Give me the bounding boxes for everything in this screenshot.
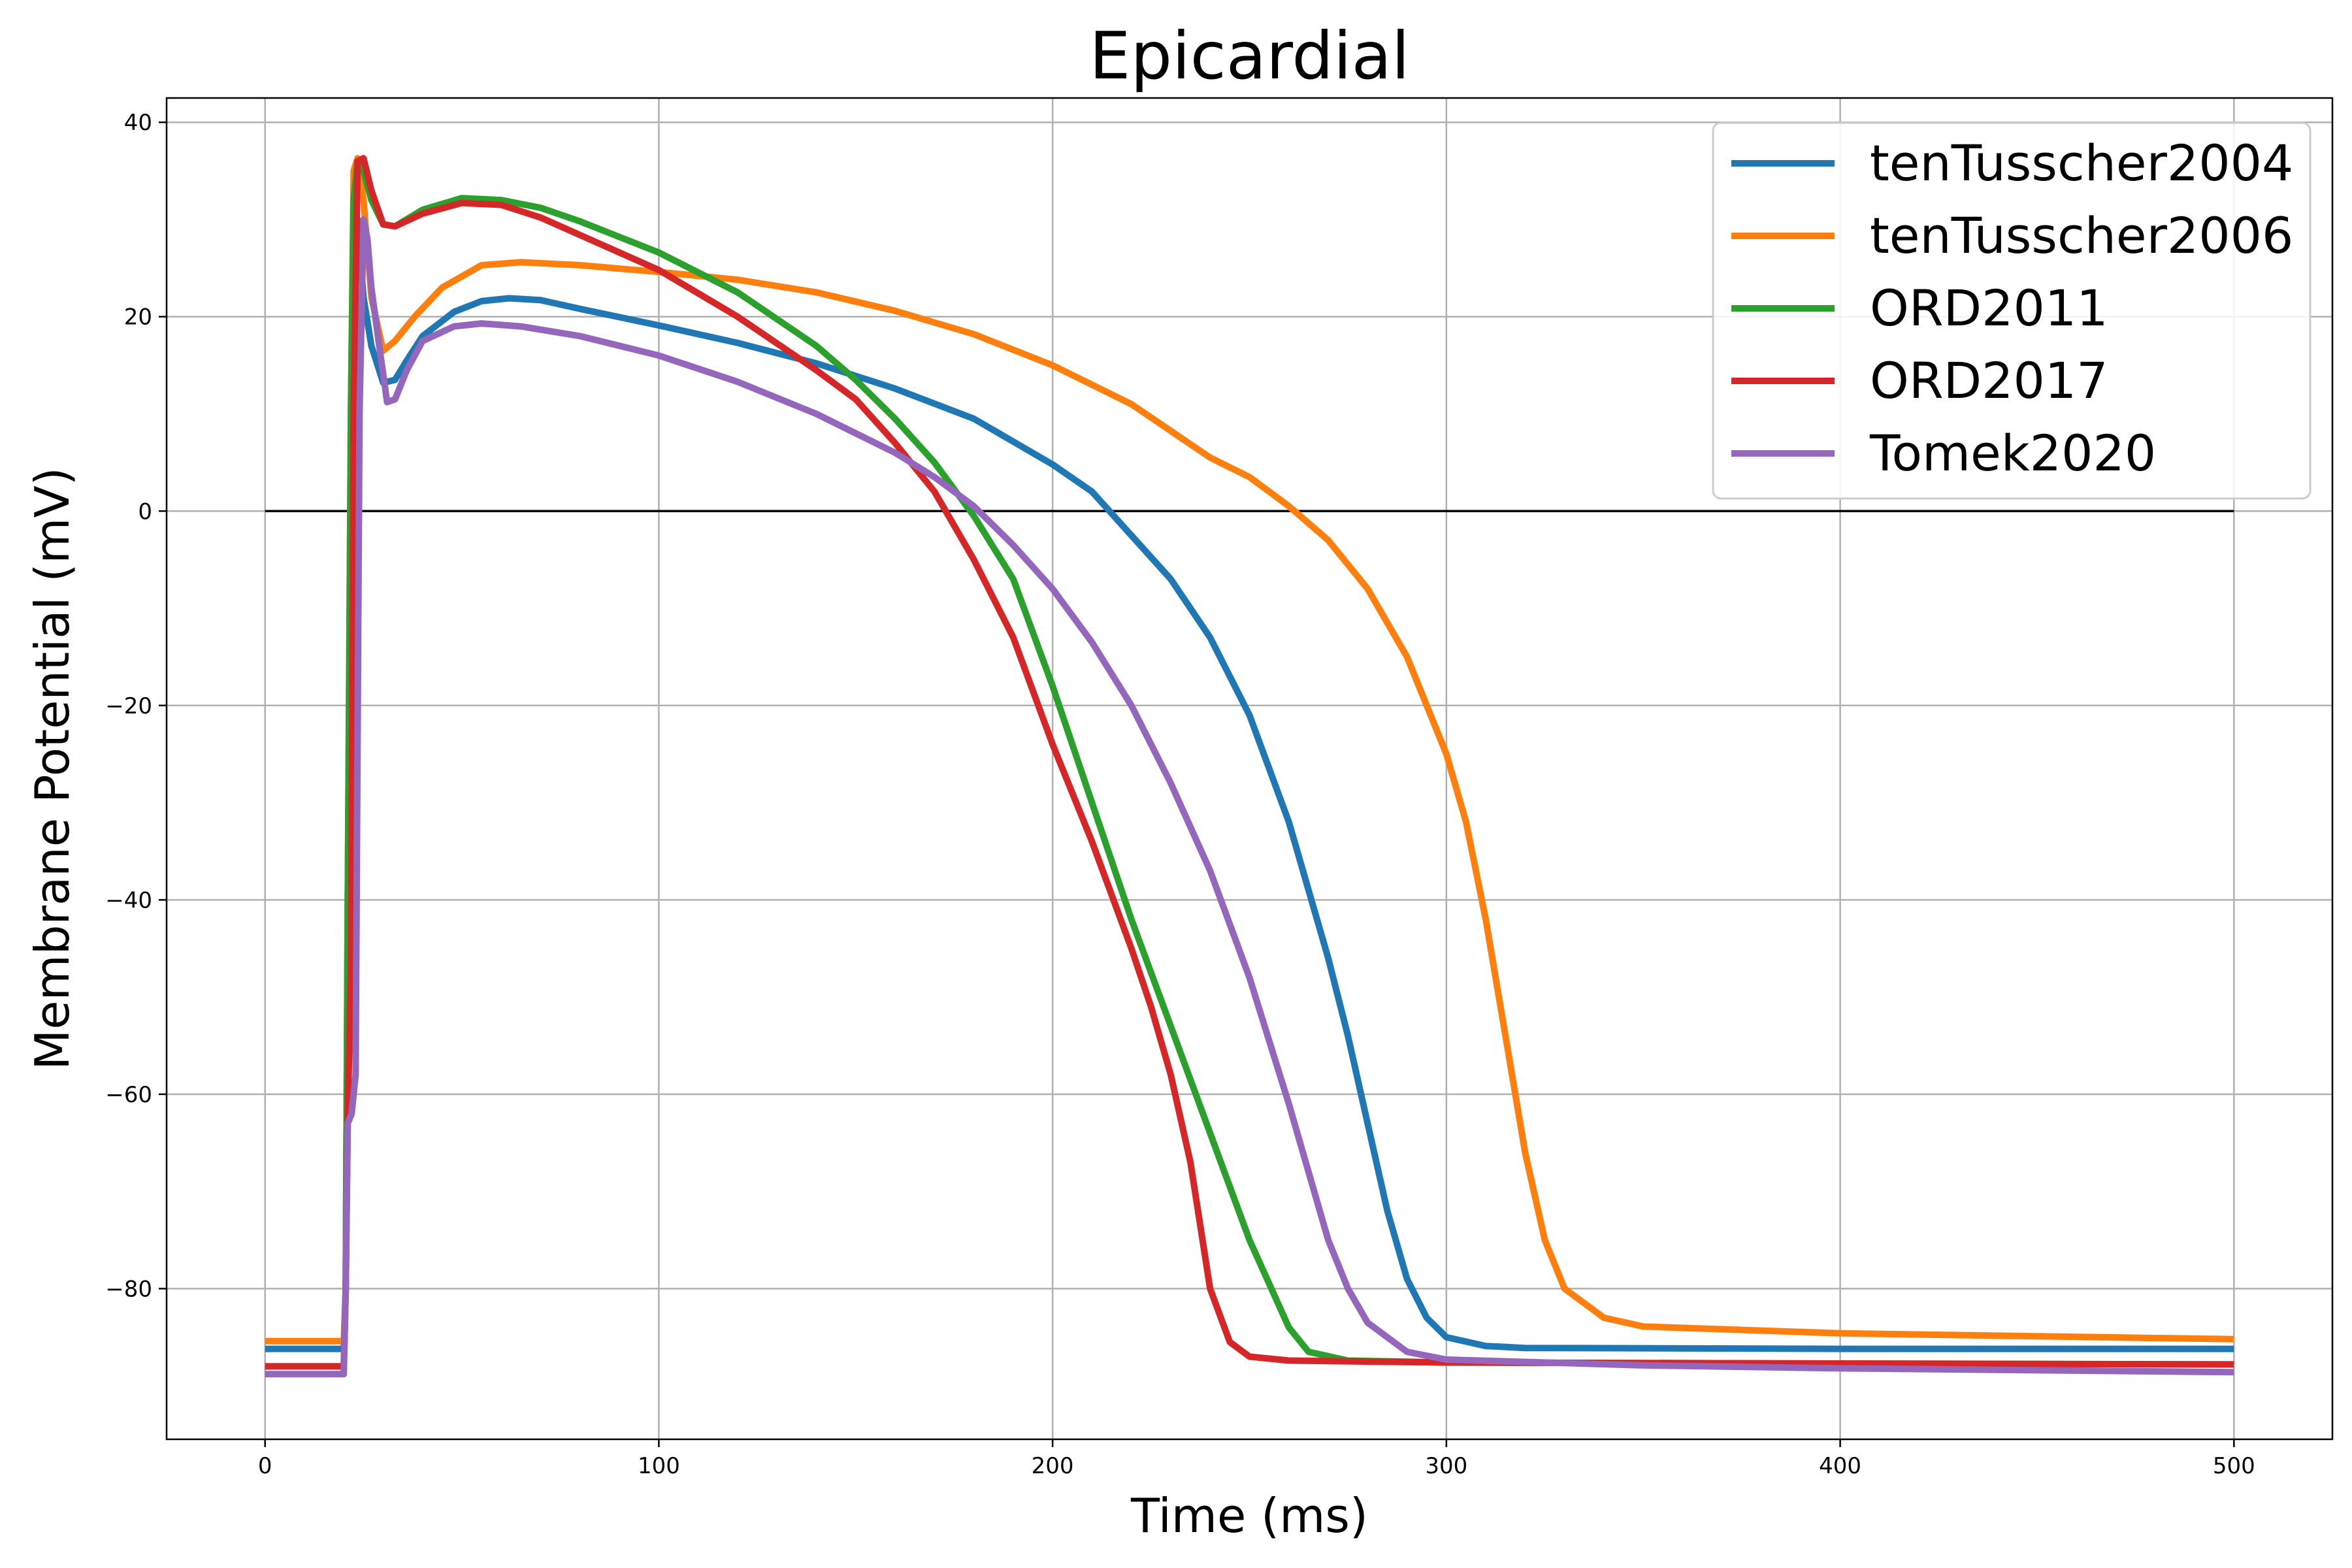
series-lines (265, 155, 2234, 1378)
x-tick-label: 0 (258, 1453, 272, 1479)
x-tick-label: 100 (638, 1453, 680, 1479)
x-tick-label: 200 (1032, 1453, 1074, 1479)
y-tick-label: −20 (105, 693, 152, 719)
axis-ticks: 0 100 200 300 400 500 −80 −60 −40 −20 0 20 40 (105, 110, 2255, 1479)
legend-label: Tomek2020 (1869, 424, 2156, 482)
legend-label: ORD2017 (1870, 351, 2108, 410)
x-tick-label: 500 (2213, 1453, 2255, 1479)
y-tick-label: −40 (105, 887, 152, 913)
legend-label: tenTusscher2006 (1870, 206, 2293, 265)
y-tick-label: 20 (124, 304, 152, 331)
legend: tenTusscher2004 tenTusscher2006 ORD2011 ORD… (1712, 122, 2311, 500)
legend-label: ORD2011 (1870, 279, 2108, 337)
x-tick-label: 300 (1425, 1453, 1467, 1479)
legend-box (1712, 122, 2311, 500)
x-tick-label: 400 (1819, 1453, 1861, 1479)
y-tick-label: 40 (124, 110, 152, 136)
y-tick-label: −80 (105, 1276, 152, 1302)
series-line-ord2017 (265, 155, 2234, 1370)
y-axis-label: Membrane Potential (mV) (25, 467, 80, 1070)
y-tick-label: −60 (105, 1082, 152, 1108)
plot-frame (165, 97, 2334, 1441)
chart-title: Epicardial (1089, 18, 1409, 94)
legend-label: tenTusscher2004 (1870, 134, 2293, 192)
series-line-tomek2020 (265, 216, 2234, 1378)
x-axis-label: Time (ms) (1130, 1488, 1368, 1543)
y-tick-label: 0 (138, 498, 152, 525)
